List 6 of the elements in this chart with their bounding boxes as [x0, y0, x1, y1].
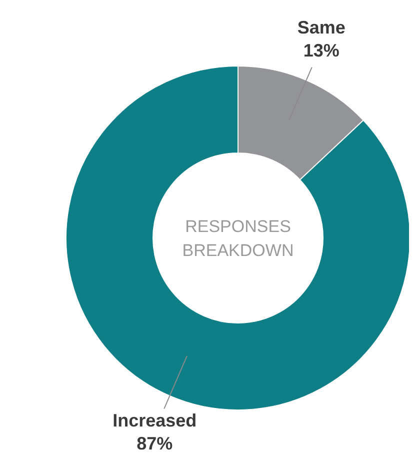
slice-label: Increased [112, 410, 197, 431]
data-label: 87% [136, 434, 173, 454]
donut-slice [66, 66, 409, 410]
text: RESPONSES BREAKDOWN [182, 217, 294, 260]
data-label: 13% [303, 40, 340, 60]
slice-label: Same [297, 17, 346, 38]
